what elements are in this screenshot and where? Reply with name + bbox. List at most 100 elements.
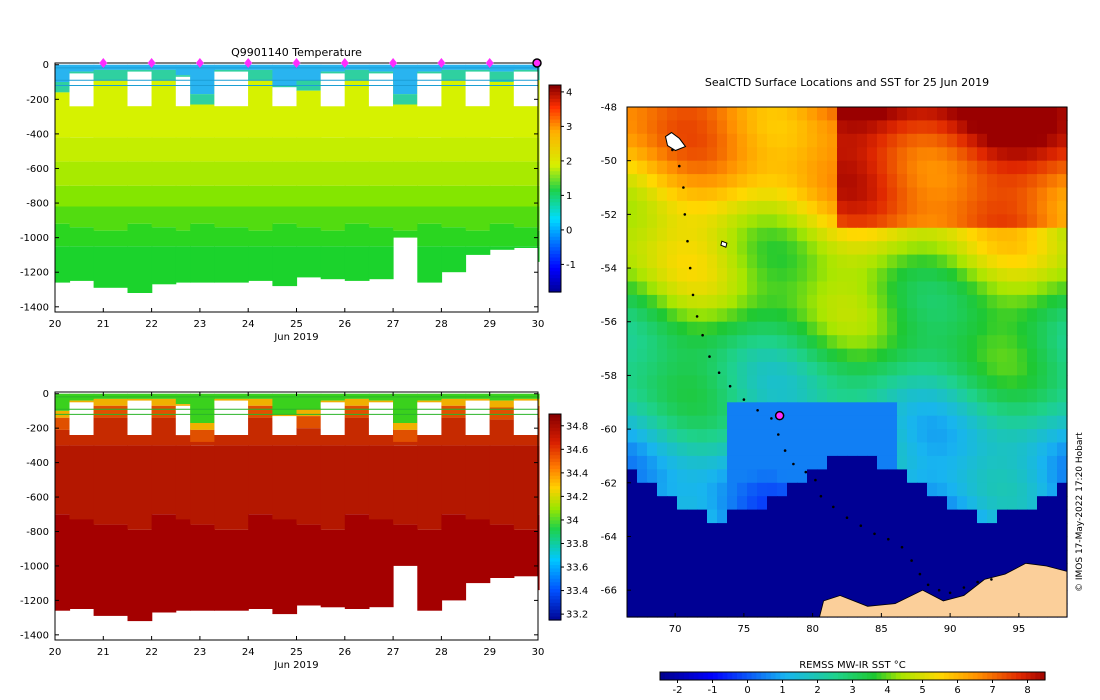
profile-cell xyxy=(93,137,128,162)
sst-cell xyxy=(697,509,708,524)
sst-cell xyxy=(907,200,918,215)
profile-cell xyxy=(93,398,128,406)
map-x-tick-label: 90 xyxy=(944,624,957,635)
sst-cell xyxy=(687,214,698,229)
sst-cell xyxy=(977,187,988,202)
sst-cell xyxy=(797,227,808,242)
sst-cell xyxy=(777,402,788,417)
sst-cell xyxy=(1047,254,1058,269)
sst-cell xyxy=(777,348,788,363)
sst-cell xyxy=(777,120,788,135)
sst-cell xyxy=(777,509,788,524)
profile-cell xyxy=(441,405,467,418)
sst-cell xyxy=(967,549,978,564)
sst-cell xyxy=(947,388,958,403)
sst-cell xyxy=(1037,214,1048,229)
sst-cell xyxy=(697,200,708,215)
sst-cell xyxy=(947,496,958,511)
sst-cell xyxy=(787,603,798,618)
sst-cell xyxy=(657,388,668,403)
sst-cell xyxy=(857,563,868,578)
sst-cell xyxy=(647,549,658,564)
sst-cell xyxy=(887,160,898,175)
sst-cell xyxy=(937,455,948,470)
sst-colorbar-cell xyxy=(910,672,916,680)
sst-cell xyxy=(977,442,988,457)
sst-colorbar-cell xyxy=(939,672,945,680)
sst-cell xyxy=(1047,160,1058,175)
sst-cell xyxy=(757,268,768,283)
sst-cell xyxy=(707,200,718,215)
profile-cell xyxy=(151,69,177,81)
sst-colorbar-cell xyxy=(756,672,762,680)
sst-cell xyxy=(767,563,778,578)
sst-cell xyxy=(997,429,1008,444)
sst-cell xyxy=(967,281,978,296)
sst-cell xyxy=(1027,107,1038,121)
sst-cell xyxy=(637,308,648,323)
sst-cell xyxy=(1057,294,1068,309)
sst-cell xyxy=(707,429,718,444)
sst-cell xyxy=(757,227,768,242)
sst-cell xyxy=(767,348,778,363)
profile-cell xyxy=(69,246,95,281)
sst-cell xyxy=(897,268,908,283)
sst-cell xyxy=(637,576,648,591)
sst-cell xyxy=(1017,442,1028,457)
sst-cell xyxy=(637,214,648,229)
profile-cell xyxy=(538,393,540,399)
sst-cell xyxy=(827,362,838,376)
sst-cell xyxy=(727,375,738,390)
sst-cell xyxy=(997,415,1008,430)
colorbar-cell xyxy=(549,589,561,594)
data-gap xyxy=(272,416,297,435)
sst-cell xyxy=(777,469,788,484)
sst-cell xyxy=(677,362,688,376)
sst-cell xyxy=(1037,523,1048,538)
sst-cell xyxy=(667,120,678,135)
colorbar-cell xyxy=(549,226,561,231)
sst-cell xyxy=(1007,281,1018,296)
map-y-tick-label: -52 xyxy=(601,210,617,221)
sst-cell xyxy=(1037,415,1048,430)
sst-cell xyxy=(957,254,968,269)
sst-cell xyxy=(987,187,998,202)
sst-cell xyxy=(1027,429,1038,444)
sst-cell xyxy=(827,442,838,457)
sst-cell xyxy=(767,362,778,376)
profile-cell xyxy=(441,393,467,399)
profile-cell xyxy=(248,137,273,162)
sst-cell xyxy=(1007,375,1018,390)
sst-cell xyxy=(977,549,988,564)
sst-cell xyxy=(717,120,728,135)
y-tick-label: -800 xyxy=(26,527,49,538)
sst-cell xyxy=(747,133,758,148)
sst-cell xyxy=(1037,509,1048,524)
profile-cell xyxy=(441,185,467,207)
sst-cell xyxy=(807,362,818,376)
sst-cell xyxy=(777,576,788,591)
sst-colorbar-cell xyxy=(842,672,849,680)
sst-colorbar-cell xyxy=(857,672,863,680)
sst-cell xyxy=(627,268,638,283)
profile-cell xyxy=(175,246,191,283)
sst-cell xyxy=(947,455,958,470)
sst-cell xyxy=(707,549,718,564)
sst-cell xyxy=(797,281,808,296)
sst-cell xyxy=(627,107,638,121)
sst-cell xyxy=(817,147,828,162)
track-point xyxy=(937,588,941,592)
sst-cell xyxy=(917,375,928,390)
sst-cell xyxy=(717,415,728,430)
profile-cell xyxy=(296,64,322,81)
colorbar-cell xyxy=(549,606,561,611)
sst-cell xyxy=(657,482,668,497)
sst-colorbar-tick-label: 1 xyxy=(779,685,785,696)
sst-cell xyxy=(917,549,928,564)
sst-cell xyxy=(767,496,778,511)
sst-cell xyxy=(807,469,818,484)
sst-cell xyxy=(687,482,698,497)
sst-cell xyxy=(747,536,758,551)
sst-cell xyxy=(697,563,708,578)
sst-cell xyxy=(1017,160,1028,175)
